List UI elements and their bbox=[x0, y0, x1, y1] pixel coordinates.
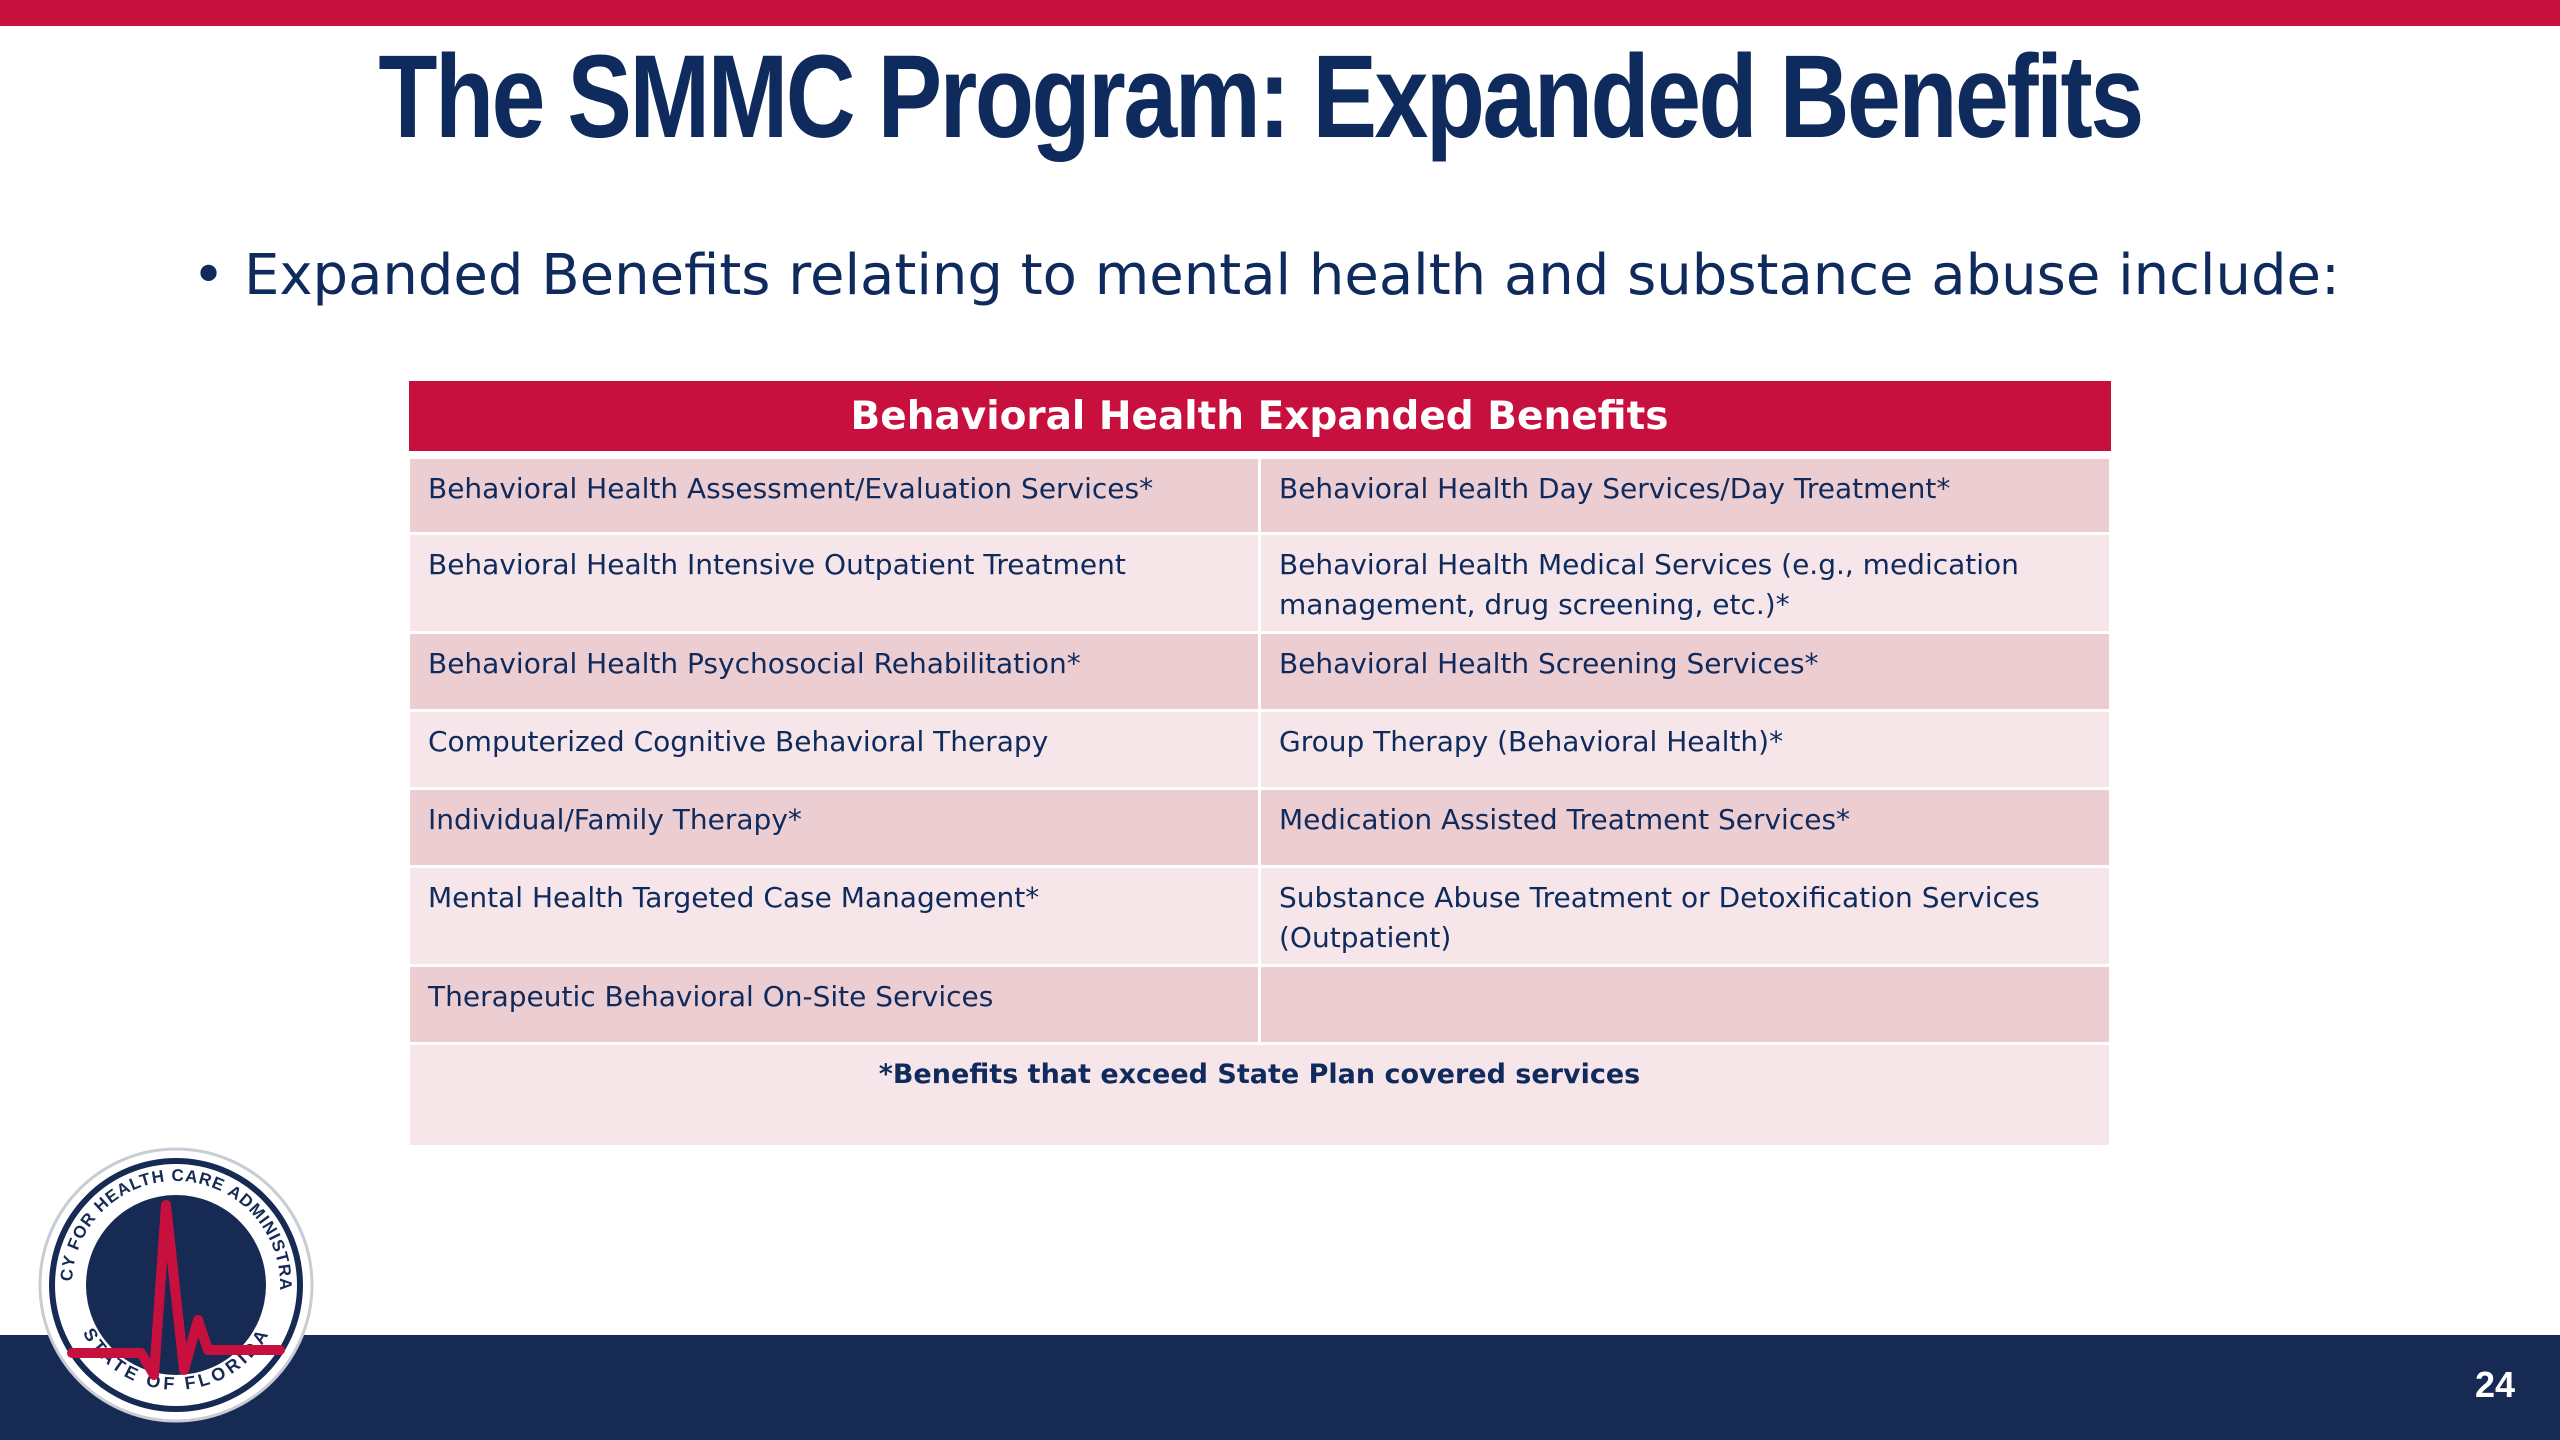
table-cell: Behavioral Health Assessment/Evaluation … bbox=[407, 453, 1261, 535]
slide-title: The SMMC Program: Expanded Benefits bbox=[378, 31, 2144, 163]
table-cell bbox=[1258, 963, 2112, 1045]
agency-seal-logo: AGENCY FOR HEALTH CARE ADMINISTRATION ST… bbox=[36, 1145, 314, 1423]
bullet-text: Expanded Benefits relating to mental hea… bbox=[244, 243, 2340, 308]
table-cell: Substance Abuse Treatment or Detoxificat… bbox=[1258, 864, 2112, 967]
table-footnote-row: *Benefits that exceed State Plan covered… bbox=[407, 1041, 2112, 1148]
table-row: Behavioral Health Assessment/Evaluation … bbox=[407, 453, 2112, 535]
table-cell: Medication Assisted Treatment Services* bbox=[1258, 786, 2112, 868]
bullet-item: • Expanded Benefits relating to mental he… bbox=[192, 236, 2340, 316]
footer-bar bbox=[0, 1335, 2560, 1440]
table-row: Mental Health Targeted Case Management* … bbox=[407, 864, 2112, 967]
table-cell: Individual/Family Therapy* bbox=[407, 786, 1261, 868]
table-cell: Group Therapy (Behavioral Health)* bbox=[1258, 708, 2112, 790]
table-cell: Behavioral Health Screening Services* bbox=[1258, 630, 2112, 712]
heartbeat-icon bbox=[67, 1200, 285, 1380]
table-footnote: *Benefits that exceed State Plan covered… bbox=[407, 1041, 2112, 1148]
top-accent-bar bbox=[0, 0, 2560, 26]
table-cell: Therapeutic Behavioral On-Site Services bbox=[407, 963, 1261, 1045]
table-row: Therapeutic Behavioral On-Site Services bbox=[407, 963, 2112, 1045]
table-row: Behavioral Health Intensive Outpatient T… bbox=[407, 531, 2112, 634]
table-row: Behavioral Health Psychosocial Rehabilit… bbox=[407, 630, 2112, 712]
table-header: Behavioral Health Expanded Benefits bbox=[408, 381, 2111, 459]
benefits-table: Behavioral Health Expanded Benefits Beha… bbox=[407, 381, 2112, 1148]
page-number: 24 bbox=[2474, 1364, 2515, 1405]
bullet-dot-icon: • bbox=[192, 243, 226, 308]
table-cell: Computerized Cognitive Behavioral Therap… bbox=[407, 708, 1261, 790]
table-row: Individual/Family Therapy* Medication As… bbox=[407, 786, 2112, 868]
table-cell: Behavioral Health Medical Services (e.g.… bbox=[1258, 531, 2112, 634]
table-row: Computerized Cognitive Behavioral Therap… bbox=[407, 708, 2112, 790]
table-cell: Behavioral Health Psychosocial Rehabilit… bbox=[407, 630, 1261, 712]
table-cell: Mental Health Targeted Case Management* bbox=[407, 864, 1261, 967]
table-cell: Behavioral Health Intensive Outpatient T… bbox=[407, 531, 1261, 634]
table-cell: Behavioral Health Day Services/Day Treat… bbox=[1258, 453, 2112, 535]
